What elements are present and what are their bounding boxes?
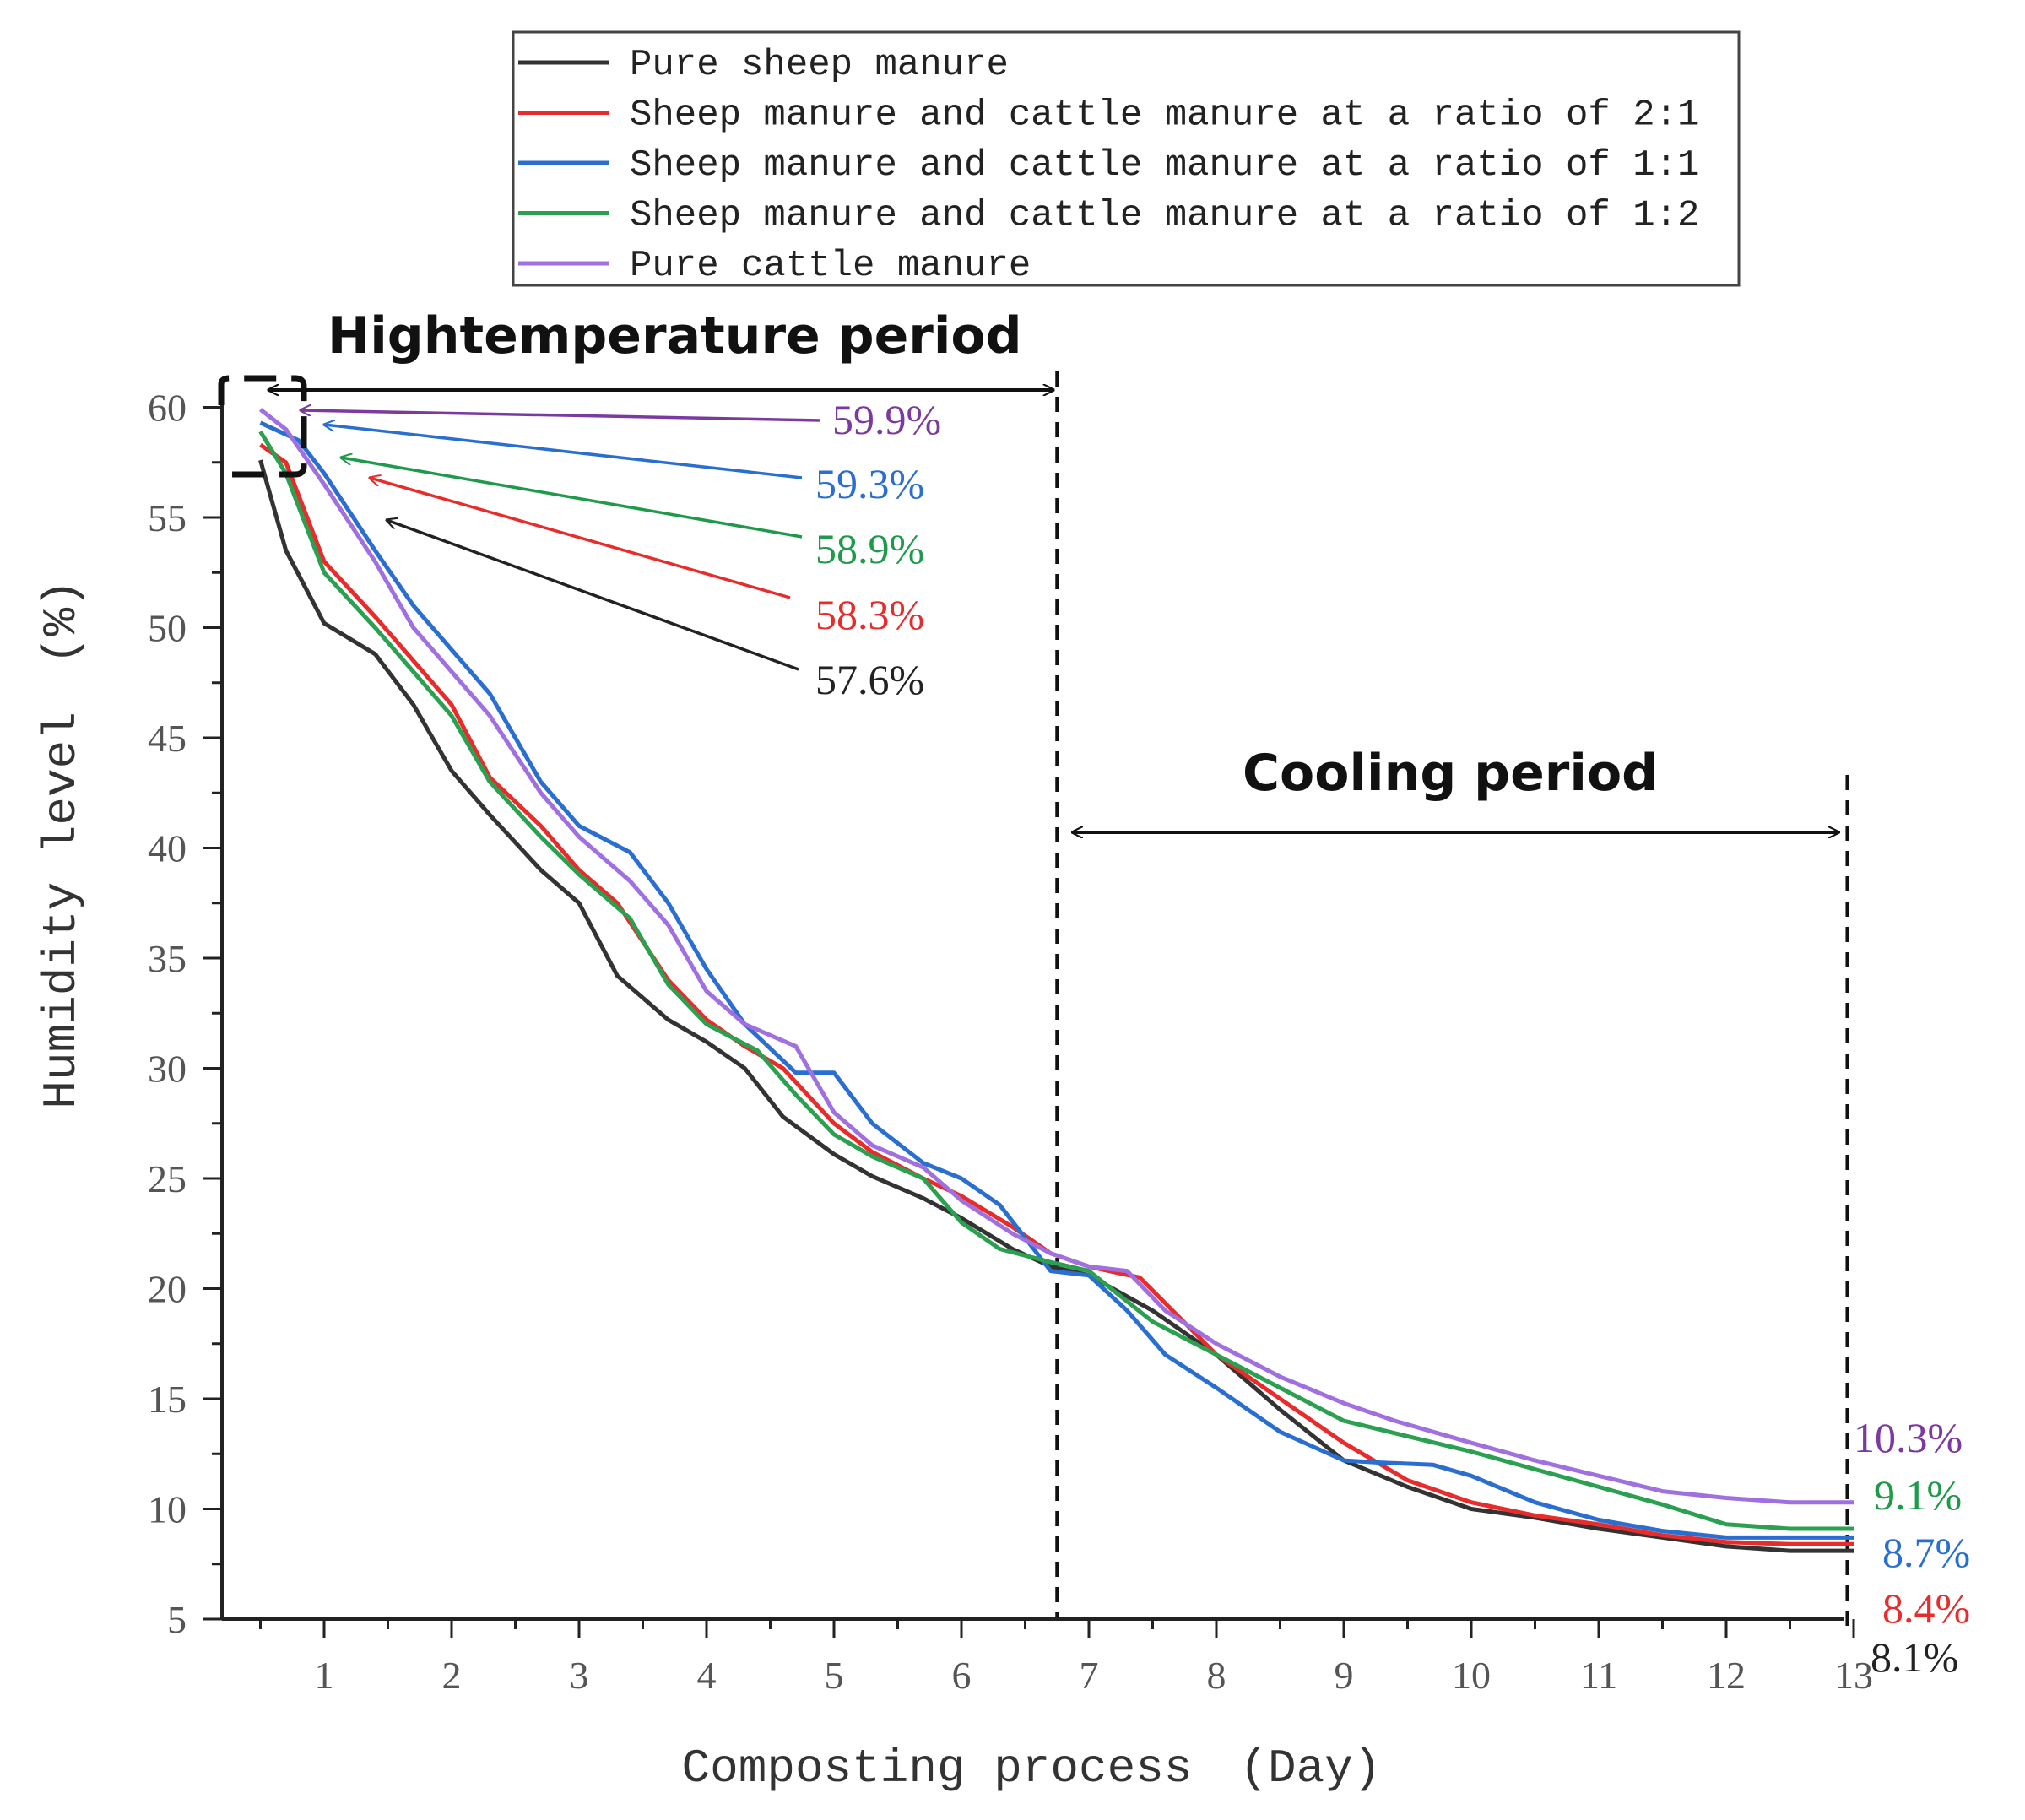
end-value-label: 8.7% xyxy=(1882,1529,1970,1576)
x-tick-label: 3 xyxy=(570,1654,589,1697)
y-tick-label: 55 xyxy=(148,496,187,539)
y-tick-label: 25 xyxy=(148,1157,187,1200)
start-value-label: 59.9% xyxy=(832,396,941,443)
legend-box xyxy=(512,30,1741,287)
y-tick-label: 15 xyxy=(148,1378,187,1421)
series-line xyxy=(258,459,1854,1553)
x-tick-label: 13 xyxy=(1834,1654,1873,1697)
x-tick-label: 8 xyxy=(1207,1654,1226,1697)
start-value-label: 58.9% xyxy=(815,525,924,572)
high-temperature-period-title: Hightemperature period xyxy=(328,306,1022,366)
x-tick-label: 5 xyxy=(825,1654,844,1697)
legend-label: Sheep manure and cattle manure at a rati… xyxy=(630,195,1699,237)
series-line xyxy=(259,420,1854,1540)
start-value-arrow xyxy=(341,458,803,539)
cooling-period-title: Cooling period xyxy=(1243,744,1658,803)
legend-label: Sheep manure and cattle manure at a rati… xyxy=(630,95,1699,137)
legend-label: Pure sheep manure xyxy=(630,44,1009,86)
x-tick-label: 6 xyxy=(952,1654,972,1697)
x-tick-label: 7 xyxy=(1080,1654,1099,1697)
y-tick-label: 5 xyxy=(167,1598,187,1641)
start-value-label: 59.3% xyxy=(815,460,924,507)
y-axis-title: Humidity level (%) xyxy=(35,579,89,1108)
series-line xyxy=(258,430,1854,1531)
legend: Pure sheep manure Sheep manure and cattle… xyxy=(512,30,1741,287)
x-axis-title: Composting process (Day) xyxy=(682,1741,1382,1796)
y-tick-label: 10 xyxy=(148,1488,187,1531)
x-tick-label: 1 xyxy=(315,1654,334,1697)
x-tick-label: 4 xyxy=(697,1654,717,1697)
y-tick-label: 40 xyxy=(148,827,187,870)
start-value-label: 57.6% xyxy=(815,656,924,703)
x-tick-label: 2 xyxy=(442,1654,462,1697)
end-value-label: 10.3% xyxy=(1854,1414,1963,1461)
start-value-arrow xyxy=(301,410,821,422)
y-tick-label: 30 xyxy=(148,1048,187,1091)
x-tick-label: 10 xyxy=(1452,1654,1491,1697)
x-tick-label: 12 xyxy=(1707,1654,1746,1697)
start-value-arrow xyxy=(387,520,799,671)
end-value-label: 9.1% xyxy=(1874,1471,1962,1519)
y-tick-label: 35 xyxy=(148,937,187,980)
x-tick-label: 9 xyxy=(1335,1654,1354,1697)
start-value-label: 58.3% xyxy=(815,591,924,638)
end-value-label: 8.1% xyxy=(1871,1633,1958,1681)
end-value-label: 8.4% xyxy=(1882,1584,1970,1632)
start-value-arrow xyxy=(324,425,803,479)
y-tick-label: 50 xyxy=(148,607,187,650)
legend-label: Sheep manure and cattle manure at a rati… xyxy=(630,144,1699,187)
start-region-bracket xyxy=(218,375,307,478)
series-lines xyxy=(258,408,1854,1553)
y-tick-label: 60 xyxy=(148,387,187,430)
start-value-arrow xyxy=(370,478,791,599)
x-tick-label: 11 xyxy=(1580,1654,1617,1697)
y-tick-label: 45 xyxy=(148,717,187,760)
legend-label: Pure cattle manure xyxy=(630,245,1031,287)
y-tick-label: 20 xyxy=(148,1268,187,1311)
series-line xyxy=(258,408,1854,1505)
